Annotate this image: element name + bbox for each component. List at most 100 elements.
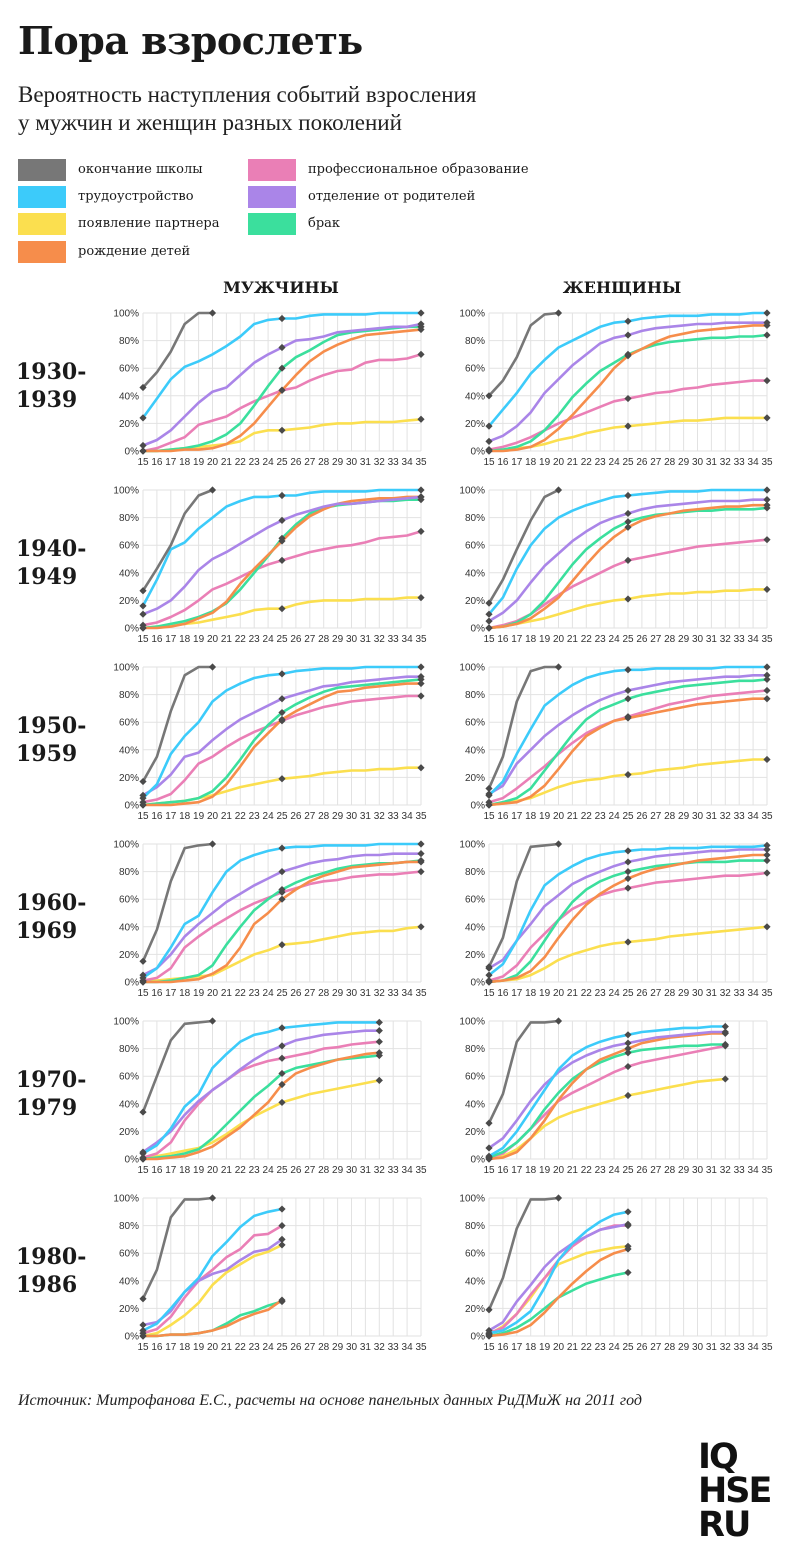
data-marker-partner [278, 1098, 286, 1107]
y-tick-label: 0% [125, 801, 140, 812]
data-marker-school [208, 840, 217, 848]
x-tick-label: 21 [567, 634, 579, 645]
x-tick-label: 29 [332, 811, 344, 822]
data-marker-job [763, 841, 771, 849]
data-marker-marriage [721, 1040, 729, 1049]
data-marker-partner [763, 923, 771, 931]
logo-line-3: RU [698, 1505, 751, 1545]
data-marker-child [485, 801, 493, 809]
data-marker-leave [624, 331, 632, 339]
y-tick-label: 100% [459, 840, 485, 851]
data-marker-marriage [624, 1268, 632, 1277]
data-marker-marriage [763, 331, 771, 339]
x-tick-label: 32 [374, 457, 386, 468]
data-marker-school [208, 486, 217, 494]
x-tick-label: 18 [525, 811, 537, 822]
data-marker-prof [763, 377, 771, 385]
y-tick-label: 20% [465, 950, 485, 961]
x-tick-label: 24 [263, 457, 275, 468]
legend-swatch-job [18, 186, 66, 208]
x-tick-label: 33 [734, 457, 746, 468]
series-line-child [487, 1032, 727, 1161]
series-line-school [141, 842, 214, 963]
x-tick-label: 15 [483, 988, 495, 999]
x-tick-label: 15 [137, 811, 149, 822]
y-tick-label: 100% [113, 309, 139, 320]
x-tick-label: 33 [734, 634, 746, 645]
x-tick-label: 20 [553, 457, 565, 468]
x-tick-label: 29 [678, 1165, 690, 1176]
y-tick-label: 20% [119, 1304, 139, 1315]
y-tick-label: 100% [113, 1194, 139, 1205]
x-tick-label: 29 [678, 988, 690, 999]
y-tick-label: 100% [113, 1017, 139, 1028]
x-tick-label: 25 [276, 811, 288, 822]
series-line-job [487, 1025, 727, 1158]
x-tick-label: 31 [706, 988, 718, 999]
x-tick-label: 17 [511, 1342, 523, 1353]
x-tick-label: 19 [539, 1165, 551, 1176]
data-marker-job [278, 314, 286, 323]
x-tick-label: 24 [609, 811, 621, 822]
x-tick-label: 32 [374, 811, 386, 822]
data-marker-school [208, 1017, 217, 1025]
x-tick-label: 18 [525, 1342, 537, 1353]
x-tick-label: 18 [525, 634, 537, 645]
y-tick-label: 20% [119, 419, 139, 430]
data-marker-leave [278, 695, 286, 703]
x-tick-label: 21 [567, 811, 579, 822]
data-marker-school [139, 587, 147, 595]
x-tick-label: 23 [249, 457, 261, 468]
x-tick-label: 22 [235, 634, 247, 645]
data-marker-prof [278, 556, 286, 564]
data-marker-job [624, 1208, 632, 1216]
x-tick-label: 23 [595, 457, 607, 468]
x-tick-label: 23 [249, 988, 261, 999]
x-tick-label: 33 [734, 1342, 746, 1353]
y-tick-label: 100% [459, 486, 485, 497]
data-marker-prof [624, 556, 632, 564]
series-line-job [141, 1207, 284, 1332]
x-tick-label: 24 [609, 988, 621, 999]
x-tick-label: 26 [290, 634, 302, 645]
data-marker-leave [721, 1028, 729, 1036]
x-tick-label: 16 [151, 1165, 163, 1176]
x-tick-label: 17 [165, 634, 177, 645]
data-marker-child [624, 1045, 632, 1053]
x-tick-label: 15 [483, 634, 495, 645]
data-marker-school [554, 1017, 563, 1025]
x-tick-label: 19 [193, 1342, 205, 1353]
x-tick-label: 28 [318, 634, 330, 645]
x-tick-label: 29 [678, 1342, 690, 1353]
y-tick-label: 0% [471, 447, 486, 458]
x-tick-label: 32 [720, 1165, 732, 1176]
x-tick-label: 33 [388, 1165, 400, 1176]
x-tick-label: 28 [318, 1165, 330, 1176]
x-tick-label: 23 [249, 1165, 261, 1176]
data-marker-child [278, 537, 286, 545]
x-tick-label: 19 [193, 457, 205, 468]
x-tick-label: 19 [539, 634, 551, 645]
data-marker-marriage [763, 675, 771, 684]
data-marker-prof [624, 884, 632, 892]
y-tick-label: 0% [471, 1155, 486, 1166]
data-marker-leave [139, 441, 147, 450]
y-tick-label: 0% [125, 978, 140, 989]
x-tick-label: 26 [636, 988, 648, 999]
x-tick-label: 27 [650, 811, 662, 822]
x-tick-label: 16 [497, 1342, 509, 1353]
y-tick-label: 80% [465, 336, 485, 347]
x-tick-label: 33 [734, 1165, 746, 1176]
y-tick-label: 0% [125, 1332, 140, 1343]
x-tick-label: 23 [595, 1165, 607, 1176]
y-tick-label: 0% [125, 624, 140, 635]
x-tick-label: 19 [539, 457, 551, 468]
y-tick-label: 40% [465, 745, 485, 756]
y-tick-label: 40% [119, 391, 139, 402]
x-tick-label: 30 [346, 988, 358, 999]
y-tick-label: 40% [119, 1099, 139, 1110]
x-tick-label: 22 [235, 988, 247, 999]
y-tick-label: 60% [465, 895, 485, 906]
x-tick-label: 15 [137, 1342, 149, 1353]
series-line-school [487, 1196, 560, 1312]
